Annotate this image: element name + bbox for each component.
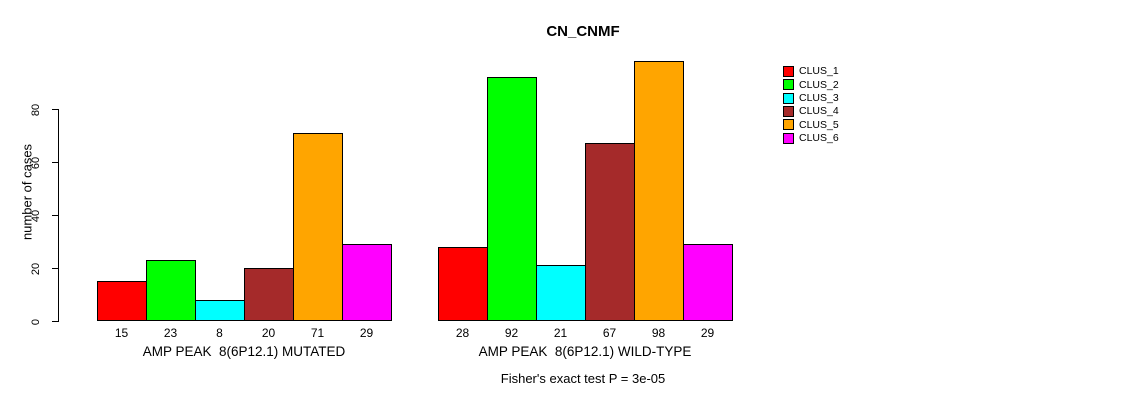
bar-value-label: 71: [310, 326, 325, 340]
legend-item: CLUS_2: [783, 78, 839, 91]
y-axis-line: [58, 109, 59, 322]
y-axis-tick: [52, 268, 58, 269]
bar-clus_3-group1: [195, 300, 245, 321]
bar-clus_2-group1: [146, 260, 196, 321]
legend: CLUS_1 CLUS_2 CLUS_3 CLUS_4 CLUS_5 CLUS_6: [783, 65, 839, 145]
y-axis-tick: [52, 162, 58, 163]
p-value-annotation: Fisher's exact test P = 3e-05: [500, 371, 666, 386]
legend-item: CLUS_1: [783, 65, 839, 78]
bar-clus_6-group2: [683, 244, 733, 321]
legend-item-label: CLUS_5: [799, 118, 839, 131]
bar-clus_3-group2: [536, 265, 586, 321]
bar-clus_4-group2: [585, 143, 635, 321]
bar-clus_1-group2: [438, 247, 488, 321]
bar-value-label: 98: [651, 326, 666, 340]
y-axis-tick-label: 40: [30, 209, 42, 222]
legend-item-label: CLUS_1: [799, 65, 839, 78]
bar-value-label: 28: [455, 326, 470, 340]
bar-value-label: 8: [216, 326, 223, 340]
bar-clus_5-group2: [634, 61, 684, 321]
bar-clus_6-group1: [342, 244, 392, 321]
y-axis-tick-label: 60: [30, 156, 42, 169]
legend-item: CLUS_4: [783, 105, 839, 118]
bar-value-label: 92: [504, 326, 519, 340]
bar-value-label: 29: [359, 326, 374, 340]
group-label: AMP PEAK 8(6P12.1) MUTATED: [142, 344, 346, 359]
y-axis-tick-label: 80: [30, 103, 42, 116]
bar-clus_5-group1: [293, 133, 343, 321]
legend-item-label: CLUS_2: [799, 78, 839, 91]
legend-item: CLUS_3: [783, 92, 839, 105]
legend-swatch: [783, 132, 794, 144]
bar-clus_2-group2: [487, 77, 537, 321]
y-axis-tick: [52, 321, 58, 322]
legend-swatch: [783, 79, 794, 91]
legend-swatch: [783, 92, 794, 104]
legend-item: CLUS_6: [783, 131, 839, 144]
bar-value-label: 15: [114, 326, 129, 340]
legend-item-label: CLUS_6: [799, 131, 839, 144]
bar-value-label: 23: [163, 326, 178, 340]
bar-value-label: 20: [261, 326, 276, 340]
bar-clus_4-group1: [244, 268, 294, 321]
legend-item: CLUS_5: [783, 118, 839, 131]
legend-swatch: [783, 66, 794, 78]
group-label: AMP PEAK 8(6P12.1) WILD-TYPE: [478, 344, 692, 359]
bar-clus_1-group1: [97, 281, 147, 321]
y-axis-tick: [52, 109, 58, 110]
legend-item-label: CLUS_3: [799, 91, 839, 104]
bar-value-label: 29: [700, 326, 715, 340]
bar-value-label: 67: [602, 326, 617, 340]
bar-value-label: 21: [553, 326, 568, 340]
chart-title: CN_CNMF: [546, 23, 620, 40]
y-axis-tick: [52, 215, 58, 216]
legend-swatch: [783, 106, 794, 118]
y-axis-tick-label: 0: [30, 318, 42, 325]
legend-swatch: [783, 119, 794, 131]
y-axis-tick-label: 20: [30, 262, 42, 275]
legend-item-label: CLUS_4: [799, 105, 839, 118]
